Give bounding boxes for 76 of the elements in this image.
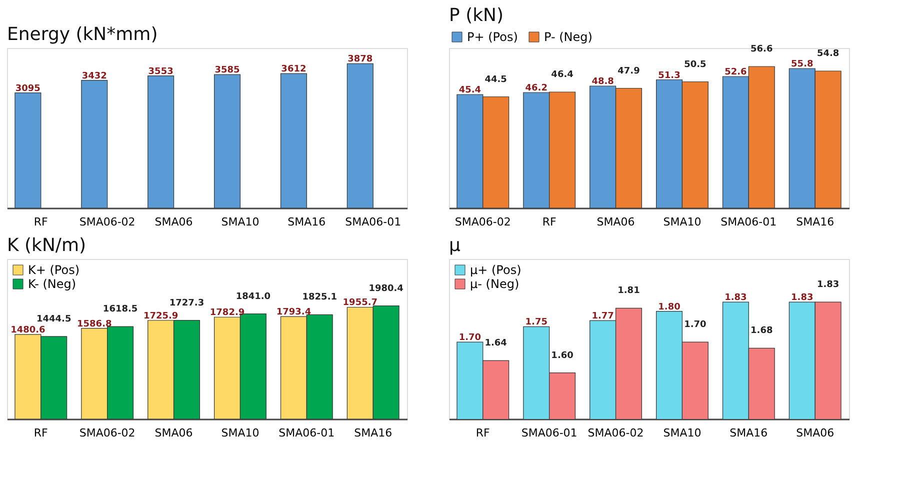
x-tick-label: SMA16 <box>354 426 392 440</box>
data-label: 46.2 <box>525 84 548 94</box>
data-label: 1.70 <box>684 320 706 330</box>
data-label: 50.5 <box>684 60 706 70</box>
data-label: 3878 <box>348 54 373 65</box>
data-label: 1.83 <box>724 293 747 304</box>
data-label: 1.60 <box>551 350 574 361</box>
x-tick-label: SMA16 <box>730 426 768 440</box>
data-label: 1.80 <box>658 302 680 312</box>
x-tick-label: SMA06 <box>796 426 834 440</box>
data-label: 3612 <box>281 64 306 75</box>
x-tick-label: SMA06-02 <box>79 216 136 228</box>
data-label: 1782.9 <box>210 308 245 318</box>
data-label: 52.6 <box>724 68 747 78</box>
x-tick-label: SMA10 <box>221 216 260 228</box>
data-label: 1586.8 <box>77 319 112 330</box>
data-label: 46.4 <box>551 70 574 80</box>
data-label: 1980.4 <box>368 284 404 294</box>
x-tick-label: SMA06-02 <box>588 426 644 440</box>
x-tick-label: SMA16 <box>796 216 834 228</box>
data-label: 1.83 <box>791 293 814 304</box>
x-tick-label: SMA10 <box>221 426 260 440</box>
data-label: 48.8 <box>592 77 614 87</box>
legend-label: K+ (Pos) <box>28 263 80 277</box>
chart-title: P (kN) <box>449 5 504 26</box>
x-tick-label: SMA06-02 <box>454 216 511 228</box>
data-label: 54.8 <box>816 49 840 59</box>
x-tick-label: SMA06-01 <box>278 426 335 440</box>
x-tick-label: SMA06-02 <box>79 426 136 440</box>
x-tick-label: SMA16 <box>288 216 326 228</box>
data-label: 1727.3 <box>169 298 204 308</box>
data-label: 3432 <box>82 71 107 82</box>
data-label: 1444.5 <box>36 314 72 324</box>
x-tick-label: RF <box>34 426 48 440</box>
data-label: 1.70 <box>458 333 482 344</box>
data-label: 44.5 <box>484 74 507 85</box>
data-label: 1.77 <box>592 312 614 322</box>
x-tick-label: SMA06-01 <box>720 216 777 228</box>
x-tick-label: SMA06-01 <box>345 216 402 228</box>
x-tick-label: SMA10 <box>663 426 702 440</box>
chart-title: μ <box>449 235 461 256</box>
chart-title: Energy (kN*mm) <box>7 24 158 45</box>
x-tick-label: RF <box>476 426 490 440</box>
legend-label: K- (Neg) <box>28 277 76 291</box>
data-label: 1.68 <box>750 326 773 336</box>
x-tick-label: SMA06 <box>154 216 193 228</box>
x-tick-label: SMA10 <box>663 216 702 228</box>
data-label: 1725.9 <box>143 311 178 322</box>
data-label: 1825.1 <box>302 292 337 303</box>
legend-label: μ- (Neg) <box>470 277 520 291</box>
data-label: 51.3 <box>658 70 680 81</box>
legend-label: P+ (Pos) <box>467 30 518 44</box>
data-label: 1618.5 <box>102 304 138 315</box>
data-label: 3585 <box>214 66 240 76</box>
data-label: 1.64 <box>484 338 507 349</box>
data-label: 45.4 <box>458 86 482 96</box>
data-label: 56.6 <box>750 44 773 54</box>
data-label: 3553 <box>148 66 174 77</box>
x-tick-label: RF <box>34 216 48 228</box>
data-label: 1955.7 <box>342 298 378 308</box>
data-label: 47.9 <box>618 66 640 76</box>
data-label: 1793.4 <box>276 308 312 318</box>
data-label: 55.8 <box>791 60 814 70</box>
data-label: 3095 <box>15 84 40 94</box>
x-tick-label: SMA06 <box>154 426 193 440</box>
x-tick-label: RF <box>542 216 556 228</box>
legend-label: P- (Neg) <box>544 30 592 44</box>
data-label: 1480.6 <box>10 325 46 336</box>
x-tick-label: SMA06 <box>596 216 635 228</box>
data-label: 1.81 <box>618 286 640 296</box>
data-label: 1.75 <box>525 318 548 328</box>
legend-label: μ+ (Pos) <box>470 263 522 277</box>
data-label: 1841.0 <box>236 292 271 302</box>
x-tick-label: SMA06-01 <box>521 426 578 440</box>
chart-title: K (kN/m) <box>7 235 86 256</box>
data-label: 1.83 <box>816 280 840 290</box>
